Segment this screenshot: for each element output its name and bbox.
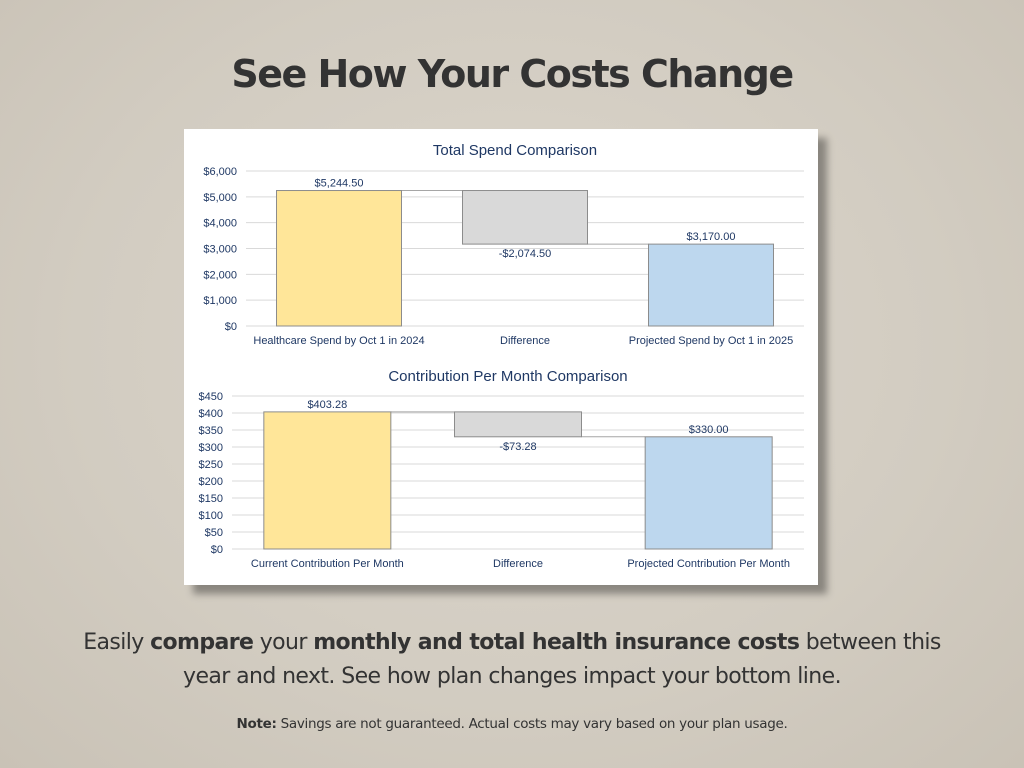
y-tick-label: $200 bbox=[199, 476, 223, 488]
caption-text: Easily bbox=[83, 630, 151, 655]
y-tick-label: $150 bbox=[199, 493, 223, 505]
page-headline: See How Your Costs Change bbox=[231, 52, 794, 96]
disclaimer-note: Note: Savings are not guaranteed. Actual… bbox=[0, 716, 1024, 732]
category-label: Projected Contribution Per Month bbox=[627, 558, 790, 570]
caption-emphasis: monthly and total health insurance costs bbox=[313, 630, 800, 655]
description-caption: Easily compare your monthly and total he… bbox=[60, 626, 964, 694]
difference-bar bbox=[462, 190, 588, 245]
y-tick-label: $0 bbox=[211, 544, 223, 556]
note-text: Savings are not guaranteed. Actual costs… bbox=[276, 716, 788, 732]
y-tick-label: $100 bbox=[199, 510, 223, 522]
caption-text: your bbox=[253, 630, 314, 655]
y-tick-label: $6,000 bbox=[203, 166, 237, 178]
data-label: $403.28 bbox=[307, 399, 347, 411]
projected-bar bbox=[644, 436, 773, 550]
category-label: Healthcare Spend by Oct 1 in 2024 bbox=[253, 335, 424, 347]
y-tick-label: $50 bbox=[205, 527, 223, 539]
y-tick-label: $4,000 bbox=[203, 218, 237, 230]
baseline-bar bbox=[276, 190, 402, 327]
y-tick-label: $300 bbox=[199, 442, 223, 454]
y-tick-label: $3,000 bbox=[203, 244, 237, 256]
y-tick-label: $1,000 bbox=[203, 295, 237, 307]
difference-bar bbox=[454, 411, 582, 438]
charts-canvas: Total Spend Comparison $0 $1,000 $2,000 $3,0… bbox=[199, 142, 804, 570]
caption-emphasis: compare bbox=[150, 630, 254, 655]
category-label: Difference bbox=[493, 558, 543, 570]
y-tick-label: $400 bbox=[199, 408, 223, 420]
note-label: Note: bbox=[236, 716, 277, 732]
caption-text: between this year and next. See how plan… bbox=[183, 630, 941, 689]
y-tick-label: $250 bbox=[199, 459, 223, 471]
chart-card: Total Spend Comparison $0 $1,000 $2,000 $3,0… bbox=[184, 129, 818, 585]
y-tick-label: $5,000 bbox=[203, 192, 237, 204]
category-label: Projected Spend by Oct 1 in 2025 bbox=[629, 335, 794, 347]
category-label: Difference bbox=[500, 335, 550, 347]
chart-title: Total Spend Comparison bbox=[433, 142, 597, 159]
baseline-bar bbox=[263, 411, 392, 550]
data-label: -$73.28 bbox=[499, 441, 536, 453]
y-tick-label: $450 bbox=[199, 391, 223, 403]
projected-bar bbox=[648, 243, 774, 327]
data-label: $3,170.00 bbox=[687, 231, 736, 243]
y-tick-label: $350 bbox=[199, 425, 223, 437]
y-tick-label: $2,000 bbox=[203, 269, 237, 281]
y-tick-label: $0 bbox=[225, 321, 237, 333]
category-label: Current Contribution Per Month bbox=[251, 558, 404, 570]
data-label: -$2,074.50 bbox=[499, 248, 552, 260]
chart-title: Contribution Per Month Comparison bbox=[388, 368, 627, 385]
data-label: $330.00 bbox=[689, 424, 729, 436]
data-label: $5,244.50 bbox=[315, 178, 364, 190]
